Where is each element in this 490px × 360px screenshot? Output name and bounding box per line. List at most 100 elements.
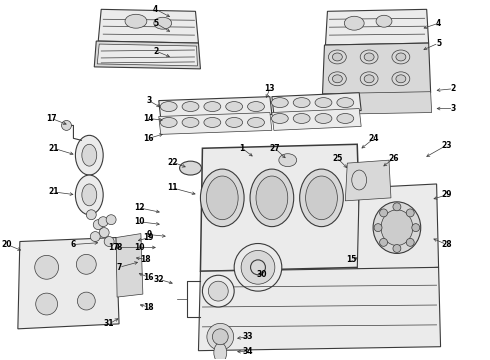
Ellipse shape	[90, 231, 100, 242]
Text: 2: 2	[451, 84, 456, 93]
Text: 22: 22	[168, 158, 178, 167]
Text: 2: 2	[153, 46, 158, 55]
Ellipse shape	[406, 238, 414, 246]
Polygon shape	[97, 44, 197, 66]
Ellipse shape	[125, 14, 147, 28]
Text: 7: 7	[117, 263, 122, 272]
Text: 27: 27	[270, 144, 280, 153]
Text: 8: 8	[117, 243, 122, 252]
Ellipse shape	[226, 117, 243, 127]
Ellipse shape	[75, 135, 103, 175]
Text: 17: 17	[108, 243, 119, 252]
Text: 29: 29	[441, 190, 452, 199]
Text: 14: 14	[144, 114, 154, 123]
Ellipse shape	[380, 209, 388, 217]
Ellipse shape	[315, 113, 332, 123]
Ellipse shape	[82, 144, 97, 166]
Text: 18: 18	[144, 302, 154, 311]
Ellipse shape	[62, 121, 72, 130]
Text: 26: 26	[389, 154, 399, 163]
Ellipse shape	[381, 210, 413, 246]
Ellipse shape	[182, 102, 199, 112]
Ellipse shape	[77, 292, 95, 310]
Ellipse shape	[315, 98, 332, 108]
Ellipse shape	[360, 50, 378, 64]
Polygon shape	[159, 96, 272, 118]
Ellipse shape	[250, 260, 266, 275]
Polygon shape	[322, 43, 431, 95]
Text: 19: 19	[144, 233, 154, 242]
Ellipse shape	[207, 323, 234, 350]
Text: 5: 5	[436, 39, 441, 48]
Ellipse shape	[332, 53, 343, 61]
Ellipse shape	[393, 244, 401, 252]
Ellipse shape	[160, 117, 177, 127]
Ellipse shape	[76, 255, 96, 274]
Ellipse shape	[392, 72, 410, 86]
Ellipse shape	[328, 72, 346, 86]
Polygon shape	[159, 113, 272, 134]
Ellipse shape	[364, 53, 374, 61]
Ellipse shape	[241, 251, 275, 284]
Ellipse shape	[337, 98, 354, 108]
Polygon shape	[198, 267, 441, 351]
Polygon shape	[272, 93, 361, 114]
Ellipse shape	[204, 117, 221, 127]
Text: 25: 25	[332, 154, 343, 163]
Ellipse shape	[202, 275, 234, 307]
Text: 23: 23	[441, 141, 452, 150]
Text: 4: 4	[153, 5, 158, 14]
Ellipse shape	[75, 175, 103, 215]
Ellipse shape	[106, 215, 116, 225]
Text: 30: 30	[257, 270, 267, 279]
Ellipse shape	[182, 117, 199, 127]
Ellipse shape	[332, 75, 343, 83]
Polygon shape	[200, 144, 361, 271]
Text: 21: 21	[49, 144, 59, 153]
Ellipse shape	[293, 113, 310, 123]
Text: 3: 3	[146, 96, 151, 105]
Ellipse shape	[208, 281, 228, 301]
Text: 12: 12	[134, 203, 144, 212]
Ellipse shape	[214, 343, 227, 360]
Ellipse shape	[364, 75, 374, 83]
Text: 15: 15	[346, 255, 356, 264]
Ellipse shape	[256, 176, 288, 220]
Ellipse shape	[36, 293, 57, 315]
Ellipse shape	[306, 176, 338, 220]
Ellipse shape	[271, 98, 288, 108]
Ellipse shape	[93, 220, 103, 230]
Text: 20: 20	[1, 240, 12, 249]
Ellipse shape	[99, 228, 109, 238]
Ellipse shape	[374, 224, 382, 231]
Text: 33: 33	[243, 332, 253, 341]
Polygon shape	[272, 109, 361, 130]
Ellipse shape	[180, 161, 201, 175]
Ellipse shape	[380, 238, 388, 246]
Text: 13: 13	[265, 84, 275, 93]
Ellipse shape	[234, 243, 282, 291]
Polygon shape	[320, 92, 432, 114]
Text: 4: 4	[436, 19, 441, 28]
Text: 34: 34	[243, 347, 253, 356]
Polygon shape	[18, 238, 119, 329]
Ellipse shape	[82, 184, 97, 206]
Ellipse shape	[412, 224, 420, 231]
Text: 28: 28	[441, 240, 452, 249]
Ellipse shape	[396, 75, 406, 83]
Ellipse shape	[200, 169, 244, 227]
Ellipse shape	[160, 102, 177, 112]
Ellipse shape	[392, 50, 410, 64]
Ellipse shape	[373, 202, 421, 253]
Ellipse shape	[337, 113, 354, 123]
Ellipse shape	[247, 102, 265, 112]
Text: 32: 32	[153, 275, 164, 284]
Polygon shape	[116, 234, 143, 297]
Polygon shape	[94, 41, 200, 69]
Polygon shape	[357, 184, 439, 271]
Ellipse shape	[212, 329, 228, 345]
Ellipse shape	[204, 102, 221, 112]
Ellipse shape	[247, 117, 265, 127]
Ellipse shape	[376, 15, 392, 27]
Text: 16: 16	[144, 134, 154, 143]
